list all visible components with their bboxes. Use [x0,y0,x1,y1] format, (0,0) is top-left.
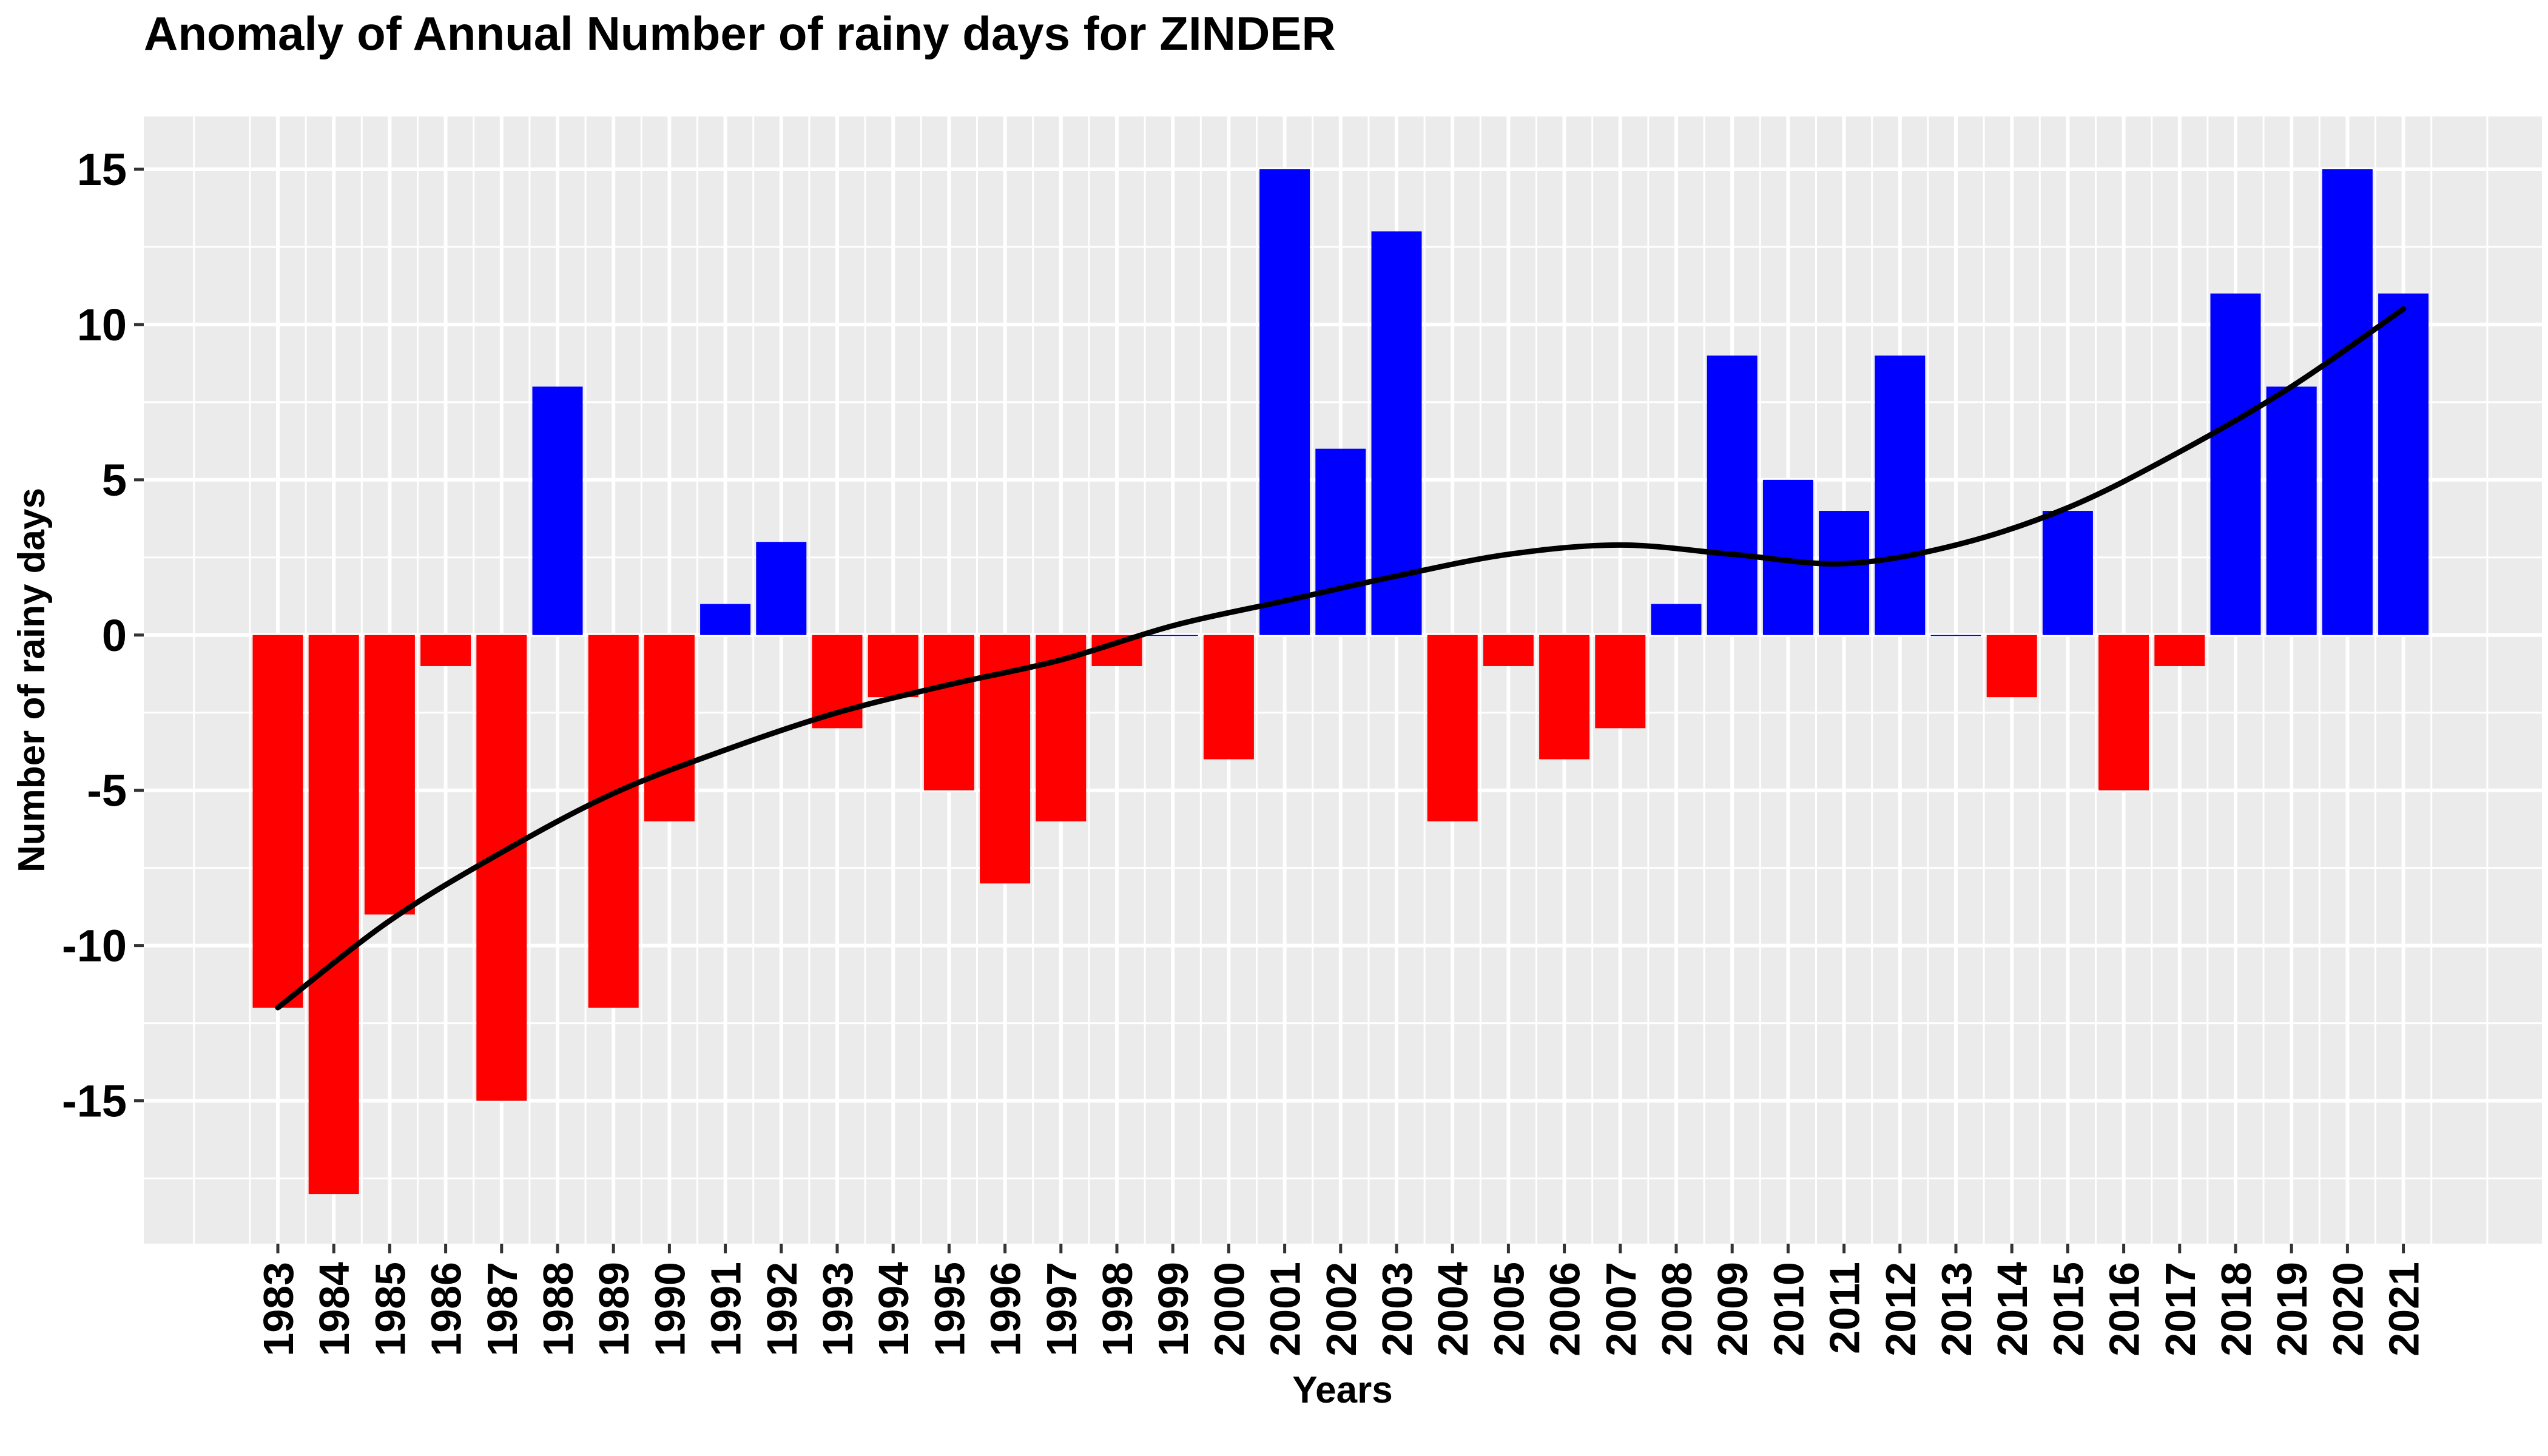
bar-2020 [2322,169,2373,635]
y-tick-label: 10 [77,300,127,350]
x-tick-label: 1988 [534,1262,582,1357]
bar-2003 [1371,231,1422,635]
bar-2013 [1930,635,1981,636]
x-tick-label: 2019 [2268,1262,2316,1357]
bar-1995 [923,635,974,790]
y-tick-label: 0 [102,610,127,661]
y-tick-label: 5 [102,455,127,505]
bar-1990 [644,635,695,821]
x-tick-label: 1998 [1094,1262,1141,1357]
bar-2009 [1707,356,1758,635]
bar-2019 [2266,386,2317,635]
bar-2002 [1315,448,1366,635]
bar-1999 [1147,635,1198,636]
x-tick-label: 2012 [1877,1262,1924,1357]
x-tick-label: 1983 [255,1262,302,1357]
bar-2000 [1203,635,1254,760]
x-tick-label: 2007 [1597,1262,1645,1357]
x-tick-label: 2020 [2324,1262,2371,1357]
x-tick-label: 2000 [1205,1262,1253,1357]
x-tick-label: 1996 [982,1262,1030,1357]
bar-2012 [1875,356,1926,635]
x-tick-label: 1995 [926,1262,973,1357]
y-tick-label: -5 [87,766,127,816]
x-axis-ticks: 1983 1984 1985 1986 1987 1988 1989 1990 1991 1992… [255,1244,2428,1357]
bar-2006 [1539,635,1590,760]
bar-2018 [2210,293,2261,635]
x-tick-label: 1999 [1150,1262,1197,1357]
bar-1992 [756,542,807,635]
x-tick-label: 2014 [1989,1262,2036,1357]
bar-1985 [364,635,415,915]
x-tick-label: 1984 [311,1262,358,1357]
x-tick-label: 2018 [2213,1262,2260,1357]
bar-2004 [1427,635,1478,821]
x-tick-label: 2016 [2101,1262,2148,1357]
y-axis-ticks: -15 -10 -5 0 5 10 15 [62,144,144,1127]
bar-1984 [308,635,359,1195]
x-tick-label: 2009 [1709,1262,1756,1357]
x-axis-title: Years [1292,1369,1393,1411]
y-tick-label: -10 [62,921,127,971]
x-tick-label: 2003 [1373,1262,1421,1357]
bar-2001 [1259,169,1310,635]
x-tick-label: 1990 [646,1262,693,1357]
x-tick-label: 1991 [703,1262,750,1357]
x-tick-label: 1989 [590,1262,638,1357]
bar-2005 [1483,635,1534,666]
x-tick-label: 1997 [1038,1262,1085,1357]
x-tick-label: 2015 [2044,1262,2092,1357]
bar-2017 [2154,635,2205,666]
bar-2015 [2042,511,2093,635]
x-tick-label: 1992 [758,1262,806,1357]
chart-title: Anomaly of Annual Number of rainy days f… [144,7,1336,60]
bar-2021 [2378,293,2429,635]
bar-2008 [1651,604,1702,635]
bar-1988 [532,386,583,635]
x-tick-label: 2021 [2381,1262,2428,1357]
x-tick-label: 2004 [1429,1262,1477,1357]
bar-2007 [1595,635,1646,729]
x-tick-label: 2008 [1653,1262,1700,1357]
x-tick-label: 1986 [423,1262,470,1357]
x-tick-label: 1987 [479,1262,526,1357]
bar-1989 [588,635,639,1008]
bar-1994 [868,635,918,698]
x-tick-label: 2013 [1933,1262,1980,1357]
x-tick-label: 2017 [2157,1262,2204,1357]
y-axis-title: Number of rainy days [11,488,53,872]
x-tick-label: 2011 [1821,1262,1869,1354]
bar-2016 [2098,635,2149,790]
bar-1987 [476,635,527,1101]
bars [252,169,2429,1195]
x-tick-label: 2006 [1542,1262,1589,1357]
bar-1991 [700,604,751,635]
y-tick-label: -15 [62,1076,127,1127]
x-tick-label: 1994 [870,1262,917,1357]
bar-2011 [1819,511,1870,635]
x-tick-label: 1985 [366,1262,414,1357]
x-tick-label: 2005 [1485,1262,1532,1357]
y-tick-label: 15 [77,144,127,195]
x-tick-label: 1993 [814,1262,861,1357]
bar-1986 [420,635,471,666]
bar-2014 [1986,635,2037,698]
x-tick-label: 2010 [1765,1262,1812,1357]
x-tick-label: 2002 [1318,1262,1365,1357]
trend-line [275,306,2407,1011]
bar-1983 [252,635,303,1008]
x-tick-label: 2001 [1262,1262,1309,1357]
